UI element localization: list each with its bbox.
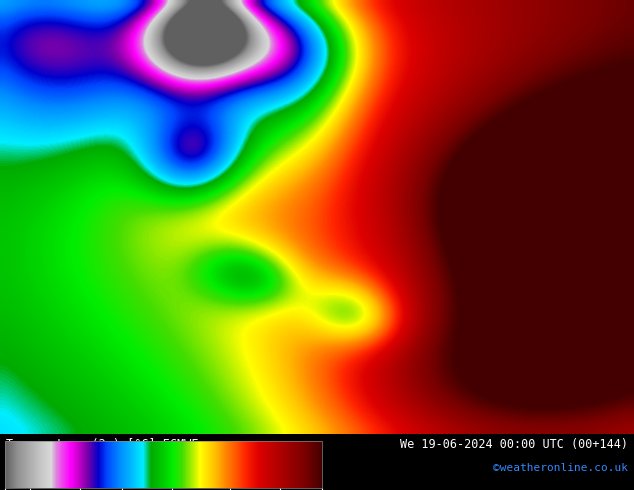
Text: We 19-06-2024 00:00 UTC (00+144): We 19-06-2024 00:00 UTC (00+144) — [399, 438, 628, 451]
Text: Temperature (2m) [°C] ECMWF: Temperature (2m) [°C] ECMWF — [6, 438, 198, 451]
Text: ©weatheronline.co.uk: ©weatheronline.co.uk — [493, 463, 628, 473]
